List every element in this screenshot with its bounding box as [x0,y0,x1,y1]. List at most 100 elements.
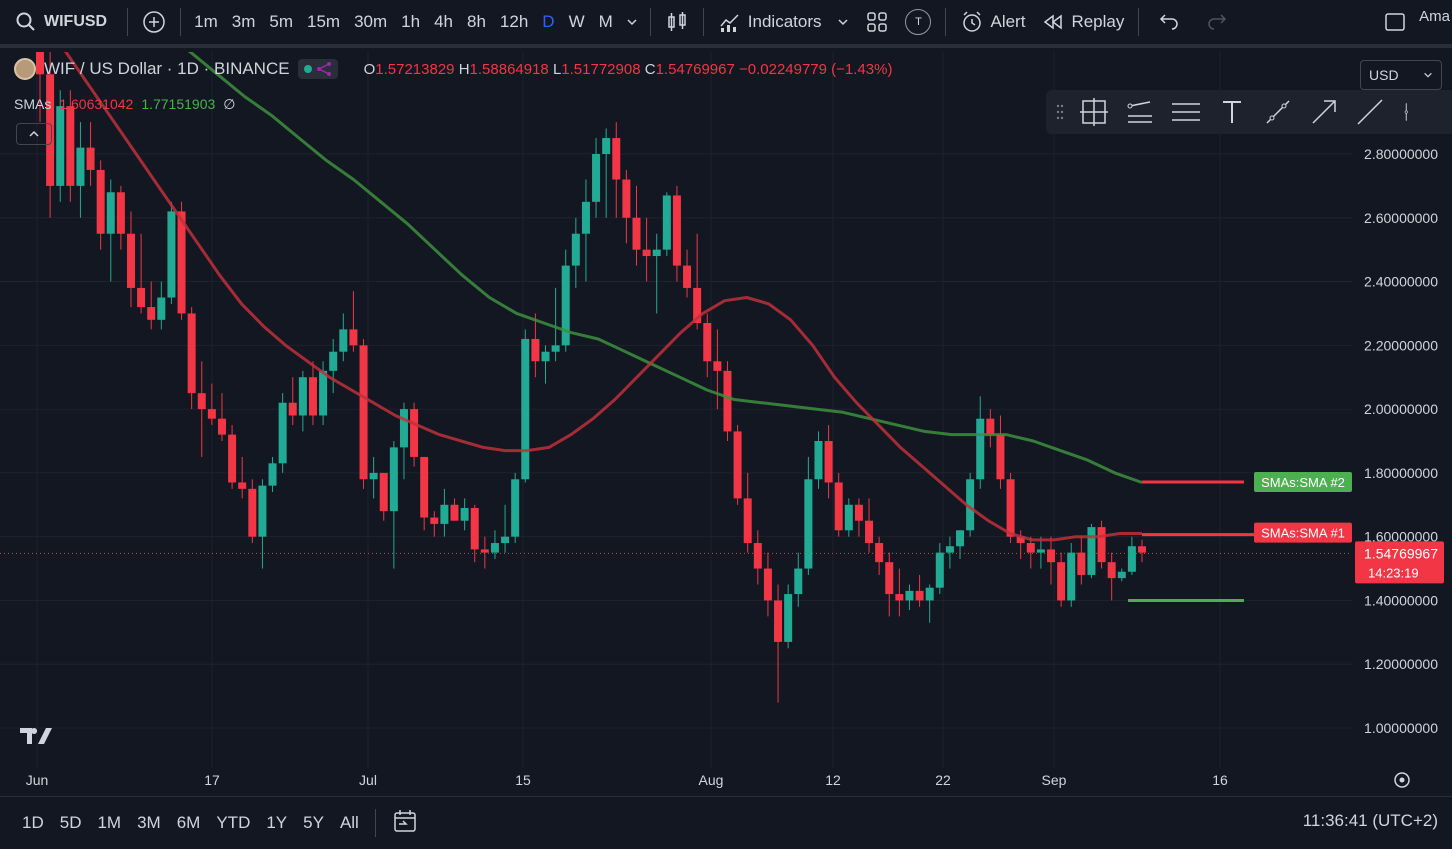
candle-body[interactable] [1057,562,1066,601]
timeframe-4h[interactable]: 4h [434,12,453,31]
candle-body[interactable] [652,249,661,257]
timeframe-dropdown[interactable] [620,0,644,46]
sma2-line[interactable] [0,0,1143,484]
candle-body[interactable] [490,543,499,553]
candle-body[interactable] [844,504,853,531]
candle-body[interactable] [571,233,580,266]
range-5d[interactable]: 5D [59,813,82,832]
timeframe-d[interactable]: D [542,12,555,31]
candle-body[interactable] [501,536,510,544]
candle-body[interactable] [187,313,196,394]
candle-body[interactable] [66,106,75,186]
candle-body[interactable] [258,485,267,537]
candle-body[interactable] [288,402,297,416]
candle-body[interactable] [996,434,1005,480]
alert-button[interactable]: Alert [952,0,1033,46]
range-all[interactable]: All [339,813,359,832]
candle-body[interactable] [541,351,550,362]
candle-body[interactable] [976,418,985,480]
range-6m[interactable]: 6M [176,813,201,832]
candle-body[interactable] [86,147,95,170]
candle-body[interactable] [551,345,560,352]
candle-body[interactable] [1117,571,1126,579]
candle-body[interactable] [511,479,520,537]
candle-body[interactable] [217,418,226,435]
candle-body[interactable] [895,594,904,601]
candle-body[interactable] [632,217,641,250]
candle-body[interactable] [339,329,348,352]
candle-body[interactable] [1097,527,1106,563]
candle-body[interactable] [814,441,823,480]
crosshair-box-icon[interactable] [1078,96,1110,128]
horizontal-lines-icon[interactable] [1170,96,1202,128]
indicators-button[interactable]: Indicators [710,0,830,46]
candle-body[interactable] [774,600,783,642]
candle-body[interactable] [602,138,611,154]
candle-body[interactable] [379,472,388,512]
candle-body[interactable] [834,482,843,531]
timeframe-8h[interactable]: 8h [466,12,486,31]
candle-body[interactable] [410,409,419,457]
candle-body[interactable] [794,568,803,595]
drag-handle-icon[interactable] [1056,96,1064,128]
candle-body[interactable] [592,154,601,202]
candle-body[interactable] [662,195,671,250]
chart-type-button[interactable] [657,0,697,46]
candle-body[interactable] [875,543,884,563]
candle-body[interactable] [723,370,732,432]
candle-body[interactable] [137,287,146,308]
candle-body[interactable] [915,590,924,601]
candle-body[interactable] [1138,546,1146,553]
timeframe-5m[interactable]: 5m [269,12,293,31]
candle-body[interactable] [167,211,176,298]
candle-body[interactable] [106,192,115,234]
candle-body[interactable] [1016,536,1025,544]
candle-body[interactable] [622,179,631,218]
candle-body[interactable] [278,402,287,464]
candle-body[interactable] [956,530,965,547]
candle-body[interactable] [865,520,874,544]
candle-body[interactable] [440,504,449,524]
range-5y[interactable]: 5Y [303,813,324,832]
candle-body[interactable] [753,543,762,569]
candle-body[interactable] [298,377,307,416]
timeframe-3m[interactable]: 3m [231,12,256,31]
candle-body[interactable] [986,418,995,435]
candle-body[interactable] [1006,479,1015,537]
currency-select[interactable]: USD [1360,60,1442,90]
account-label[interactable]: Ama [1419,8,1450,25]
candle-body[interactable] [359,345,368,480]
candle-body[interactable] [713,361,722,371]
timeframe-1h[interactable]: 1h [401,12,421,31]
timeframe-1m[interactable]: 1m [194,12,218,31]
trend-lines-icon[interactable] [1124,96,1156,128]
candle-body[interactable] [905,590,914,601]
candle-body[interactable] [733,431,742,499]
trend-line-icon[interactable] [1262,96,1294,128]
candle-body[interactable] [470,507,479,550]
arrow-icon[interactable] [1308,96,1340,128]
candle-body[interactable] [319,370,328,416]
range-1m[interactable]: 1M [97,813,122,832]
candle-body[interactable] [693,287,702,324]
symbol-search[interactable]: WIFUSD [0,0,107,46]
timeframe-12h[interactable]: 12h [499,12,529,31]
candle-body[interactable] [46,74,55,186]
timeframe-m[interactable]: M [598,12,613,31]
range-3m[interactable]: 3M [137,813,161,832]
candle-body[interactable] [1036,549,1045,553]
candle-body[interactable] [612,138,621,180]
redo-button[interactable] [1193,0,1241,46]
candle-body[interactable] [420,456,429,518]
candle-body[interactable] [966,479,975,531]
candle-body[interactable] [460,507,469,521]
candle-body[interactable] [76,147,85,186]
candle-body[interactable] [743,498,752,544]
range-ytd[interactable]: YTD [216,813,251,832]
script-button[interactable]: T [897,0,939,46]
sma1-line[interactable] [0,0,1142,542]
candle-body[interactable] [238,482,247,489]
candle-body[interactable] [531,338,540,362]
candle-body[interactable] [430,517,439,524]
candle-body[interactable] [672,195,681,266]
